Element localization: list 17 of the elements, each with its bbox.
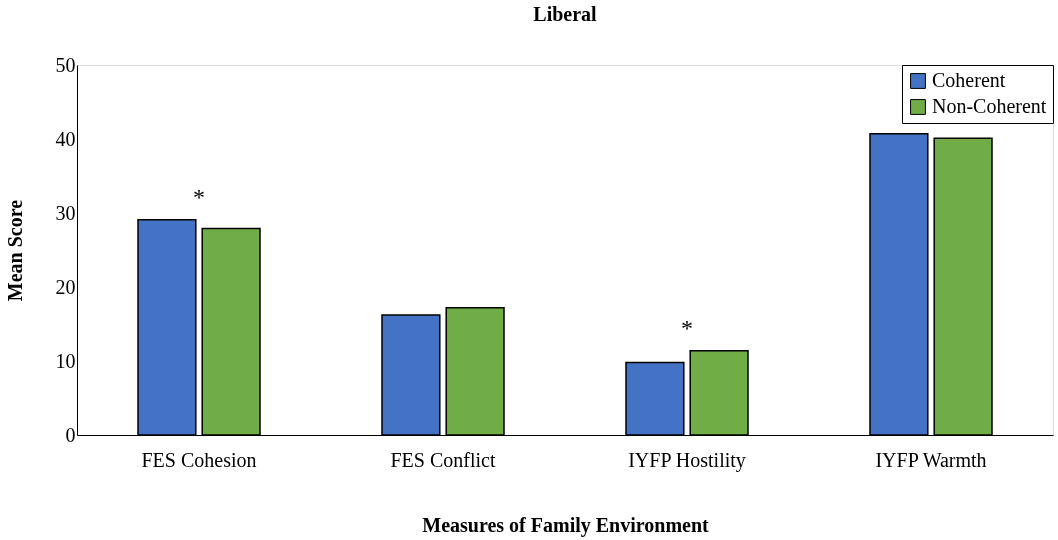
y-tick-label: 30: [55, 201, 76, 224]
x-tick-label: FES Conflict: [390, 448, 496, 471]
chart-title: Liberal: [533, 3, 598, 25]
x-tick-label: IYFP Warmth: [875, 448, 987, 471]
y-axis-title: Mean Score: [3, 199, 26, 302]
x-tick-label: FES Cohesion: [141, 448, 257, 471]
x-tick-label: IYFP Hostility: [628, 448, 746, 472]
x-axis-title: Measures of Family Environment: [422, 513, 710, 537]
y-tick-label: 50: [55, 53, 76, 76]
legend-label: Coherent: [932, 69, 1006, 91]
legend-label: Non-Coherent: [932, 95, 1047, 117]
y-tick-label: 0: [65, 423, 76, 446]
y-tick-label: 40: [55, 127, 76, 150]
y-tick-label: 20: [55, 275, 76, 298]
annotation: *: [681, 314, 693, 341]
annotation: *: [193, 183, 205, 210]
y-tick-label: 10: [55, 349, 76, 372]
